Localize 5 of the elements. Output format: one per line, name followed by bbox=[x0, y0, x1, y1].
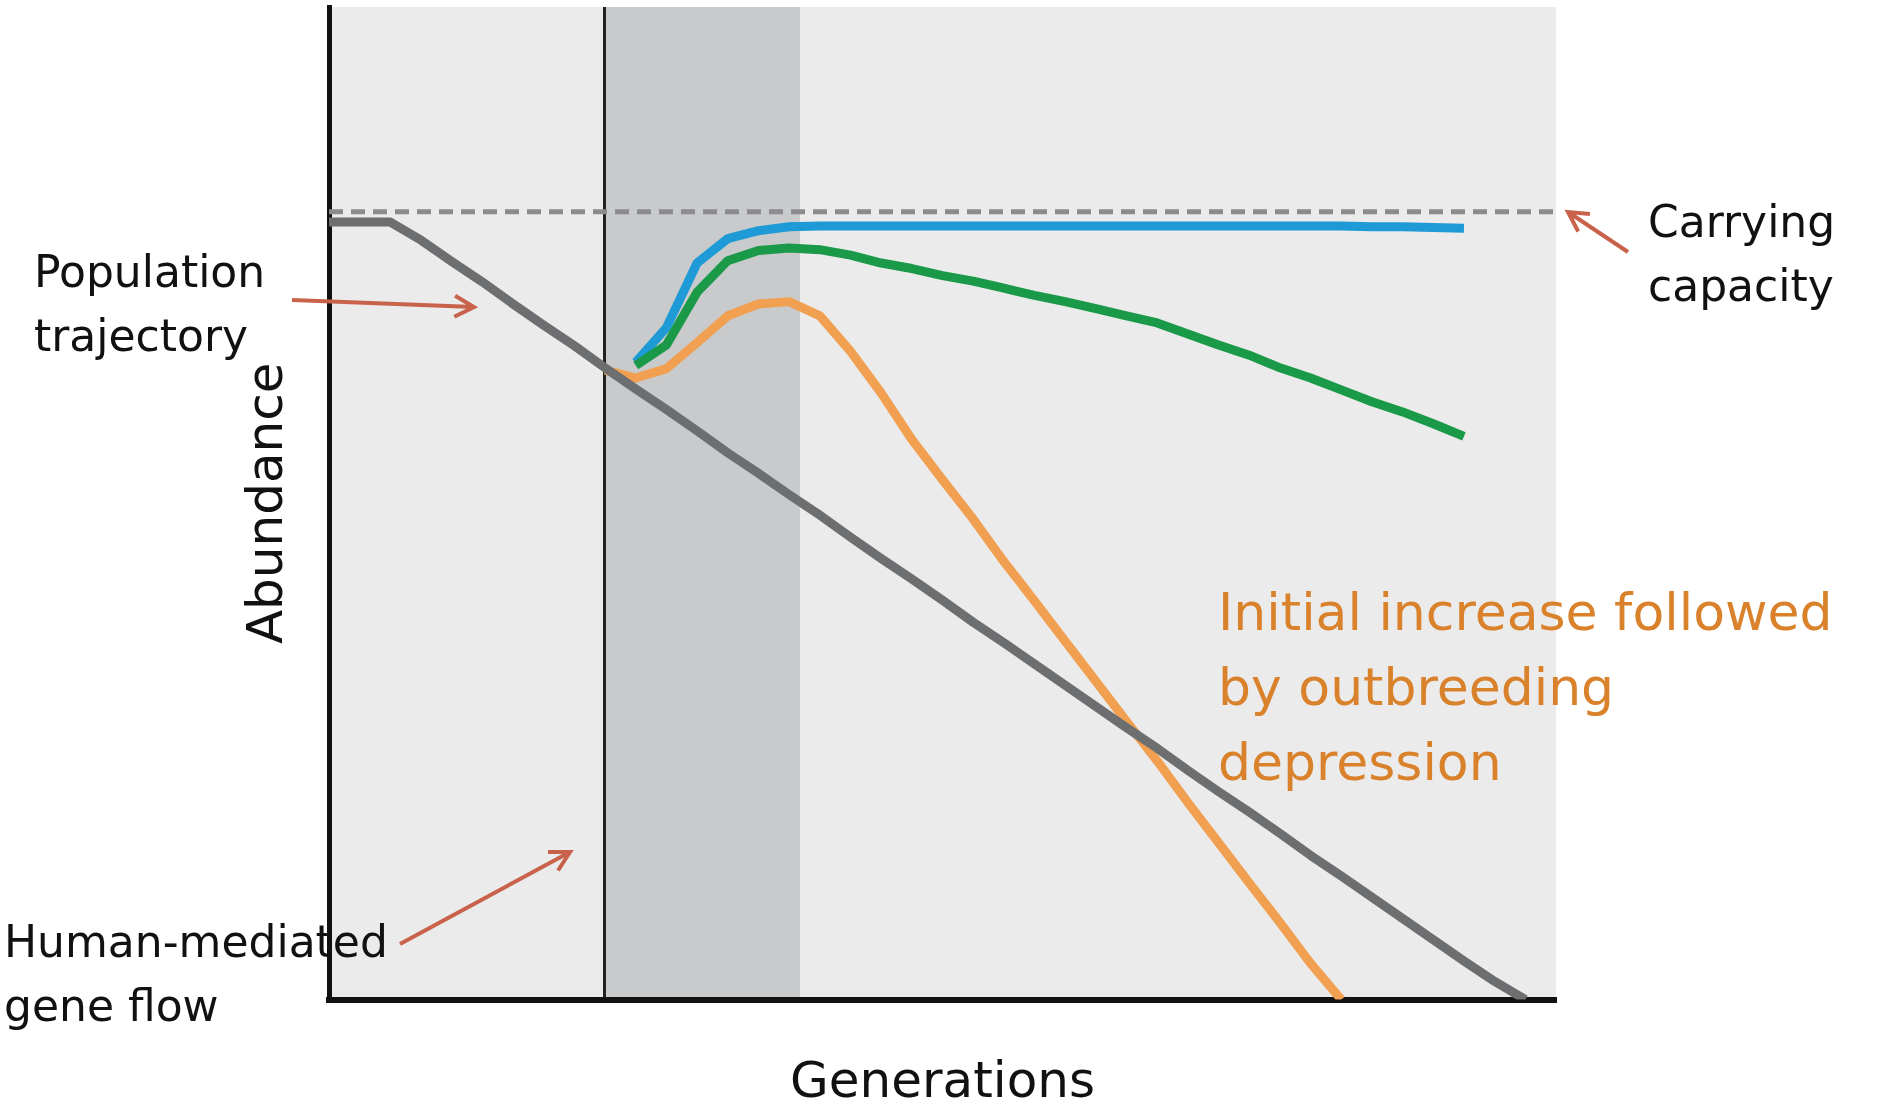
text: Population trajectory bbox=[34, 246, 266, 361]
annotation: Initial increase followed by outbreeding depression bbox=[1218, 581, 1834, 794]
text: Carrying capacity bbox=[1648, 195, 1837, 313]
y-axis-title: Abundance bbox=[235, 362, 294, 645]
x-axis-title: Generations bbox=[790, 1050, 1095, 1109]
